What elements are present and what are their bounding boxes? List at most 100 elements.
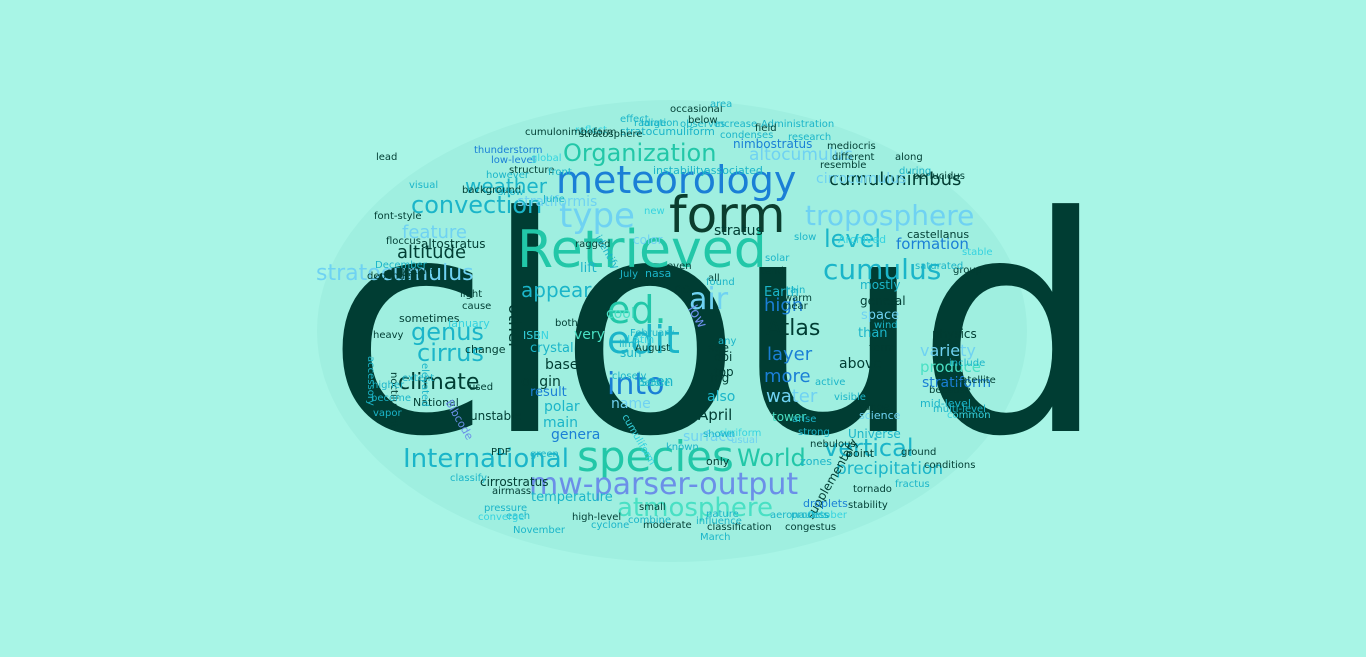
word-stratiform: stratiform xyxy=(922,375,992,391)
word-cyclone: cyclone xyxy=(591,520,630,531)
word-species: species xyxy=(577,432,734,481)
word-result: result xyxy=(530,385,567,400)
word-january: January xyxy=(448,317,490,330)
word-known: known xyxy=(666,442,699,453)
word-stable: stable xyxy=(962,247,993,258)
word-latin: Latin xyxy=(627,333,655,346)
word-than: than xyxy=(858,326,888,341)
word-stratosphere: stratosphere xyxy=(579,129,643,140)
word-stratus: stratus xyxy=(714,223,763,239)
word-reflect: reflect xyxy=(575,125,607,136)
word-increase: increase xyxy=(715,119,758,130)
word-used: used xyxy=(469,382,494,393)
word-saturated: saturated xyxy=(915,261,964,272)
word-nature: nature xyxy=(706,509,739,520)
word-edit: edit xyxy=(607,318,680,362)
word-lift: lift xyxy=(580,261,597,276)
word-mostly: mostly xyxy=(860,278,901,292)
word-form: form xyxy=(669,186,786,244)
word-usual: usual xyxy=(731,435,758,446)
word-resemble: resemble xyxy=(820,160,867,171)
word-only: only xyxy=(706,455,730,468)
word-effect: effect xyxy=(620,114,649,125)
word-stratiformis: stratiformis xyxy=(517,194,598,210)
word-moderate: moderate xyxy=(643,520,692,531)
word-mw-parser-output: mw-parser-output xyxy=(529,467,799,502)
word-font-style: font-style xyxy=(374,211,422,222)
word-shown: shown xyxy=(703,429,736,440)
word-formation: formation xyxy=(896,235,969,253)
word-floccus: floccus xyxy=(386,236,421,247)
word-each: each xyxy=(506,511,531,522)
word-structure: structure xyxy=(509,165,555,176)
word-classify: classify xyxy=(450,473,487,484)
word-temperature: temperature xyxy=(531,490,613,505)
word-base: base xyxy=(545,357,579,373)
word-color: color xyxy=(633,233,663,247)
word-small: small xyxy=(639,502,666,513)
word-cirrocumulus: cirrocumulus xyxy=(816,171,907,187)
word-different: different xyxy=(832,152,875,163)
word-nebulous: nebulous xyxy=(810,439,856,450)
word-include: include xyxy=(949,358,986,369)
word-tend: tend xyxy=(761,266,784,277)
word-see: see xyxy=(708,341,730,355)
word-variety: variety xyxy=(920,341,976,360)
word-water: water xyxy=(766,386,818,407)
word-low-level: low-level xyxy=(491,155,536,166)
word-november: November xyxy=(513,525,566,536)
word-tornado: tornado xyxy=(853,484,892,495)
word-large: large xyxy=(641,118,667,129)
word-cumulus: cumulus xyxy=(823,253,942,286)
word-precipitation: precipitation xyxy=(836,459,944,479)
word-area: area xyxy=(710,99,733,110)
word-crystal: crystal xyxy=(530,341,574,356)
word-become: become xyxy=(371,393,412,404)
word-any: any xyxy=(718,336,737,347)
word-all: all xyxy=(708,273,720,284)
word-feature: feature xyxy=(402,222,467,243)
word-sometimes: sometimes xyxy=(399,312,460,325)
word-nimbostratus: nimbostratus xyxy=(733,137,813,151)
word-perlucidus: perlucidus xyxy=(913,171,965,182)
word-ground: ground xyxy=(901,447,937,458)
word-research: research xyxy=(788,132,832,143)
word-more: more xyxy=(764,366,811,387)
word-cirriform: cirriform xyxy=(719,428,762,439)
word-nasa: nasa xyxy=(645,267,672,280)
word-physics: physics xyxy=(932,327,977,341)
word-change: change xyxy=(465,343,506,356)
word-arise: arise xyxy=(792,414,817,425)
word-universe: Universe xyxy=(848,427,901,441)
word-cool: cool xyxy=(606,306,635,322)
word-converge: converge xyxy=(478,512,525,523)
word-world: World xyxy=(737,444,806,472)
word-elevated: elevated xyxy=(419,363,430,407)
word-april: April xyxy=(698,406,733,424)
word-global: global xyxy=(531,153,562,164)
word-very: very xyxy=(574,327,605,343)
word-high-level: high-level xyxy=(572,512,622,523)
word-climate: climate xyxy=(398,370,480,395)
word-heavy: heavy xyxy=(373,330,404,341)
word-radiation: radiation xyxy=(634,118,679,129)
word-occasional: occasional xyxy=(670,104,723,115)
word-group: group xyxy=(953,265,983,276)
word-warm: warm xyxy=(784,293,812,304)
word-aeronautics: aeronautics xyxy=(770,510,829,521)
word-range: range xyxy=(860,402,890,413)
word-closely: closely xyxy=(612,371,647,382)
word-airmass: airmass xyxy=(492,486,532,497)
word-stability: stability xyxy=(848,500,888,511)
word-near: near xyxy=(785,301,808,312)
word-cause: cause xyxy=(462,301,492,312)
word-type: type xyxy=(559,196,635,236)
word-sun: sun xyxy=(620,346,642,360)
word-castellanus: castellanus xyxy=(907,228,970,241)
word-meteorology: meteorology xyxy=(556,158,797,202)
word-point: point xyxy=(846,447,875,460)
word-july: July xyxy=(620,269,638,280)
word-altitude: altitude xyxy=(397,242,467,263)
word-slow: slow xyxy=(794,232,817,243)
